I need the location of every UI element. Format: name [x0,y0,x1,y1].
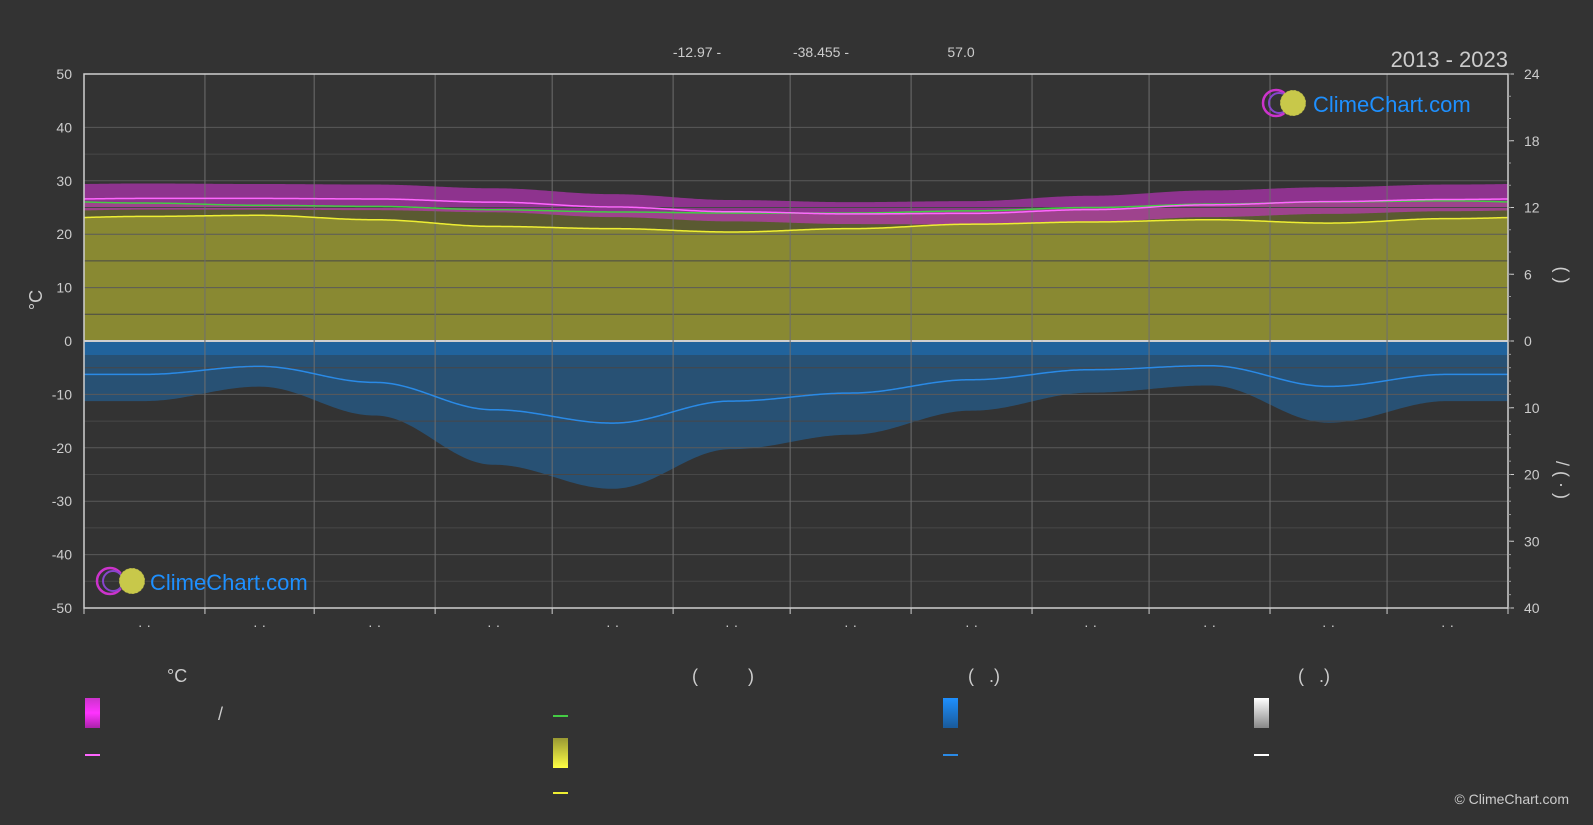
left-tick-label: 50 [56,66,72,82]
right-top-tick-label: 12 [1524,200,1540,216]
elevation-text: 57.0 [947,44,974,60]
right-top-tick-label: 6 [1524,266,1532,282]
right-bottom-tick-label: 40 [1524,600,1540,616]
logo-top-text: ClimeChart.com [1313,92,1471,117]
left-tick-label: -10 [52,386,72,402]
logo-top-icon [1261,88,1307,118]
legend-rain-heading: ( .) [968,666,1000,686]
x-month-label: · · [138,617,151,633]
x-month-label: · · [725,617,738,633]
left-tick-label: -20 [52,440,72,456]
right-top-tick-label: 18 [1524,133,1540,149]
x-month-label: · · [606,617,619,633]
right-bottom-tick-label: 30 [1524,533,1540,549]
axes: 50 40 30 20 10 0 -10 -20 -30 -40 -50 24 18 12 6 0 10 20 30… [52,66,1540,633]
x-month-label: · · [1322,617,1335,633]
rain-area [84,341,1508,489]
logo-top[interactable]: ClimeChart.com [1261,88,1471,118]
x-month-label: · · [844,617,857,633]
x-month-label: · · [1084,617,1097,633]
legend-rain-mean-swatch [943,754,958,756]
rain-top-band [84,341,1508,355]
right-top-tick-label: 0 [1524,333,1532,349]
left-tick-label: 0 [64,333,72,349]
right-top-axis-label: ( ) [1552,267,1572,284]
legend-snow-swatch [1254,698,1269,728]
left-tick-label: 40 [56,119,72,135]
legend-snow-heading: ( .) [1298,666,1330,686]
left-tick-label: 20 [56,226,72,242]
legend-temp-range-sep: / [218,704,224,724]
temperature-mean-line [83,197,1509,215]
legend-sunshine-swatch [553,738,568,768]
legend-sunshine-mean-swatch [553,792,568,794]
left-tick-label: 10 [56,280,72,296]
latitude-text: -12.97 - [673,44,722,60]
rain-mean-line [84,364,1508,424]
x-month-label: · · [965,617,978,633]
right-top-tick-label: 24 [1524,66,1540,82]
left-tick-label: 30 [56,173,72,189]
left-tick-label: -40 [52,547,72,563]
x-month-label: · · [368,617,381,633]
grid [83,73,1509,609]
series-lines [83,197,1509,424]
longitude-text: -38.455 - [793,44,849,60]
legend-sun-heading: ( ) [692,666,754,686]
legend-temp-heading: °C [167,666,188,686]
x-month-label: · · [253,617,266,633]
temperature-range-band [84,183,1508,225]
right-bottom-tick-label: 10 [1524,400,1540,416]
left-axis-label: °C [26,290,46,310]
x-month-label: · · [1441,617,1454,633]
logo-bottom-icon [95,566,146,596]
left-tick-label: -30 [52,493,72,509]
legend-rain-swatch [943,698,958,728]
copyright-text[interactable]: © ClimeChart.com [1454,791,1569,807]
legend-snow-mean-swatch [1254,754,1269,756]
x-month-label: · · [487,617,500,633]
left-tick-label: -50 [52,600,72,616]
sunshine-mean-line [83,214,1509,233]
logo-bottom[interactable]: ClimeChart.com [95,566,308,596]
right-bottom-axis-label: / ( · ) [1552,461,1572,499]
sunshine-area [84,215,1508,341]
x-month-label: · · [1203,617,1216,633]
data-bands [84,183,1508,489]
legend-temp-range-swatch [85,698,100,728]
period-text: 2013 - 2023 [1391,47,1508,72]
legend-daylight-swatch [553,715,568,717]
logo-bottom-text: ClimeChart.com [150,570,308,595]
right-bottom-tick-label: 20 [1524,467,1540,483]
legend-temp-mean-swatch [85,754,100,756]
